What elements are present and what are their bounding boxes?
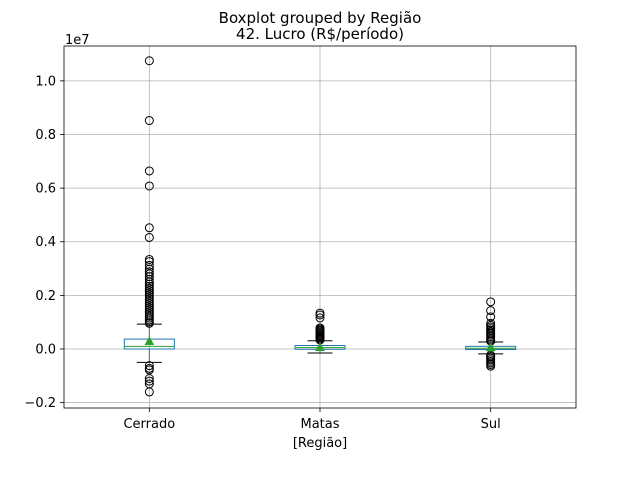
outlier-point	[144, 181, 154, 191]
y-tick-label: 0.6	[35, 182, 56, 197]
outlier-point	[144, 303, 154, 313]
mean-marker	[485, 342, 496, 352]
outlier-point	[144, 260, 154, 270]
chart-title: 42. Lucro (R$/período)	[236, 25, 404, 43]
outlier-point	[486, 306, 496, 316]
outlier-point	[144, 361, 154, 371]
outlier-point	[144, 277, 154, 287]
outlier-point	[144, 301, 154, 311]
axes-frame	[63, 45, 577, 409]
outlier-point	[486, 361, 496, 371]
mean-marker	[315, 342, 325, 351]
box-group-sul	[465, 297, 517, 371]
x-tick-label: Cerrado	[123, 417, 175, 432]
x-tick-label: Matas	[300, 417, 339, 432]
outlier-point	[144, 387, 154, 397]
outlier-point	[144, 290, 154, 300]
y-tick-label: −0.2	[24, 396, 56, 411]
outlier-point	[144, 292, 154, 302]
x-axis-label: [Região]	[293, 436, 347, 451]
outlier-point	[144, 298, 154, 308]
outlier-point	[144, 376, 154, 386]
outlier-point	[486, 312, 496, 322]
mean-marker	[144, 336, 155, 346]
y-offset-label: 1e7	[65, 33, 90, 48]
box-group-cerrado	[123, 56, 175, 397]
outlier-point	[144, 56, 154, 66]
outlier-point	[144, 223, 154, 233]
outlier-point	[144, 318, 154, 328]
outlier-point	[486, 318, 496, 328]
y-tick-label: 1.0	[35, 74, 56, 89]
outlier-point	[144, 288, 154, 298]
outlier-point	[144, 254, 154, 264]
outlier-point	[315, 310, 325, 320]
outlier-point	[144, 279, 154, 289]
outlier-point	[144, 294, 154, 304]
y-tick-label: 0.4	[35, 235, 56, 250]
outlier-point	[144, 166, 154, 176]
outlier-point	[144, 286, 154, 296]
outlier-point	[144, 274, 154, 284]
outlier-point	[315, 313, 325, 323]
box-group-matas	[294, 308, 346, 354]
outlier-point	[144, 281, 154, 291]
outlier-point	[144, 374, 154, 384]
outlier-point	[144, 232, 154, 242]
x-tick-label: Sul	[481, 417, 501, 432]
y-tick-label: 0.2	[35, 289, 56, 304]
outlier-point	[144, 283, 154, 293]
outlier-point	[144, 296, 154, 306]
outlier-point	[486, 297, 496, 307]
y-tick-label: 0.0	[35, 343, 56, 358]
chart-suptitle: Boxplot grouped by Região	[219, 9, 422, 27]
outlier-point	[144, 116, 154, 126]
outlier-point	[144, 365, 154, 375]
y-tick-label: 0.8	[35, 128, 56, 143]
